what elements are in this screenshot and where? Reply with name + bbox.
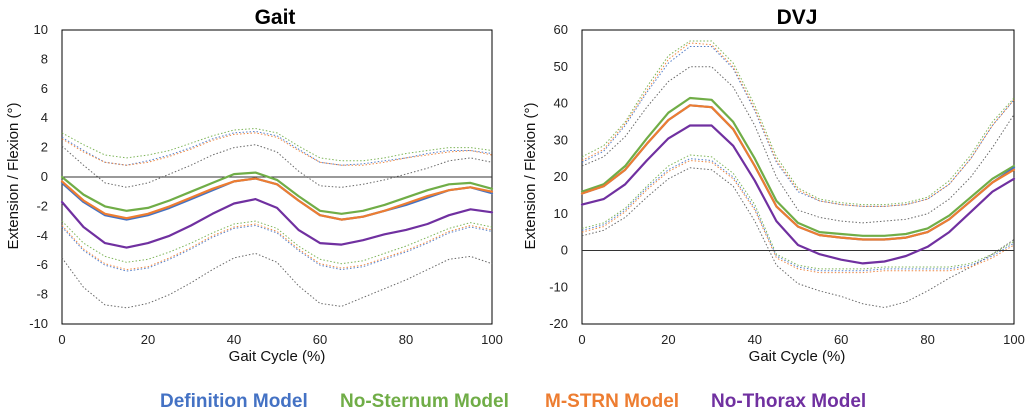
dvj-band-upper-line bbox=[581, 42, 1015, 207]
dvj-y-tick-label: -20 bbox=[549, 316, 568, 331]
dvj-band-upper-line bbox=[581, 66, 1015, 224]
gait-chart: Gait -10 -8 -6 -4 -2 0 2 4 6 8 10 0 20 40 60 80 100 Gai… bbox=[5, 6, 503, 365]
gait-series-no-sternum-model bbox=[60, 171, 494, 215]
dvj-y-tick-label: -10 bbox=[549, 279, 568, 294]
dvj-y-tick-label: 40 bbox=[554, 96, 568, 111]
dvj-series-no-sternum-model bbox=[580, 96, 1016, 237]
gait-y-tick-label: -8 bbox=[36, 287, 48, 302]
gait-y-tick-label: 8 bbox=[41, 51, 48, 66]
dvj-y-tick-label: 0 bbox=[561, 243, 568, 258]
gait-x-tick-label: 20 bbox=[141, 332, 155, 347]
dvj-x-tick-label: 100 bbox=[1003, 332, 1025, 347]
legend-no-thorax-model: No-Thorax Model bbox=[711, 391, 866, 412]
gait-y-tick-label: -6 bbox=[36, 257, 48, 272]
gait-chart-title: Gait bbox=[255, 6, 296, 29]
gait-x-axis-label: Gait Cycle (%) bbox=[229, 348, 326, 365]
gait-x-tick-label: 0 bbox=[58, 332, 65, 347]
legend-no-sternum-model: No-Sternum Model bbox=[340, 391, 509, 412]
gait-series-lines bbox=[60, 171, 494, 249]
dvj-series-m-strn-model bbox=[580, 104, 1016, 241]
dvj-x-axis-label: Gait Cycle (%) bbox=[749, 348, 846, 365]
gait-band-upper-line bbox=[61, 127, 493, 162]
dvj-x-tick-labels: 0 20 40 60 80 100 bbox=[578, 332, 1024, 347]
dvj-x-tick-label: 0 bbox=[578, 332, 585, 347]
gait-x-tick-label: 80 bbox=[399, 332, 413, 347]
gait-band-lower-line bbox=[61, 220, 493, 265]
dvj-chart-title: DVJ bbox=[777, 6, 818, 29]
gait-y-tick-label: 10 bbox=[34, 22, 48, 37]
gait-x-tick-label: 40 bbox=[227, 332, 241, 347]
dvj-x-tick-label: 60 bbox=[834, 332, 848, 347]
dvj-y-tick-label: 20 bbox=[554, 169, 568, 184]
gait-band-lower-line bbox=[61, 252, 493, 309]
gait-y-axis-label: Extension / Flexion (°) bbox=[5, 103, 22, 250]
gait-band-lower-line bbox=[61, 223, 493, 271]
dvj-y-tick-label: 60 bbox=[554, 22, 568, 37]
gait-y-tick-label: 6 bbox=[41, 81, 48, 96]
dvj-y-tick-label: 50 bbox=[554, 59, 568, 74]
gait-deviation-bands bbox=[61, 127, 493, 309]
gait-band-upper-line bbox=[61, 130, 493, 166]
gait-band-upper-line bbox=[61, 132, 493, 166]
dvj-band-lower-line bbox=[581, 159, 1015, 274]
dvj-plot-area bbox=[581, 29, 1015, 325]
gait-y-tick-label: -2 bbox=[36, 198, 48, 213]
legend-m-strn-model: M-STRN Model bbox=[545, 391, 679, 412]
gait-y-tick-label: -4 bbox=[36, 228, 48, 243]
dvj-chart: DVJ -20 -10 0 10 20 30 40 50 60 0 20 40 60 80 100 Gai… bbox=[522, 6, 1025, 365]
dvj-band-lower-line bbox=[581, 167, 1015, 309]
dvj-x-tick-label: 40 bbox=[748, 332, 762, 347]
gait-y-tick-labels: -10 -8 -6 -4 -2 0 2 4 6 8 10 bbox=[29, 22, 48, 331]
gait-series-m-strn-model bbox=[60, 177, 494, 221]
dvj-y-tick-labels: -20 -10 0 10 20 30 40 50 60 bbox=[549, 22, 568, 331]
gait-y-tick-label: 0 bbox=[41, 169, 48, 184]
dvj-band-lower-line bbox=[581, 154, 1015, 270]
gait-y-tick-label: 4 bbox=[41, 110, 48, 125]
gait-x-tick-labels: 0 20 40 60 80 100 bbox=[58, 332, 502, 347]
legend: Definition Model No-Sternum Model M-STRN… bbox=[160, 391, 866, 412]
gait-y-tick-label: -10 bbox=[29, 316, 48, 331]
dvj-series-lines bbox=[580, 96, 1016, 265]
gait-y-tick-label: 2 bbox=[41, 140, 48, 155]
dvj-y-tick-label: 10 bbox=[554, 206, 568, 221]
gait-x-tick-label: 60 bbox=[313, 332, 327, 347]
dvj-x-tick-label: 20 bbox=[661, 332, 675, 347]
dvj-band-upper-line bbox=[581, 46, 1015, 207]
dvj-x-tick-label: 80 bbox=[920, 332, 934, 347]
dvj-deviation-bands bbox=[581, 40, 1015, 309]
dvj-y-tick-label: 30 bbox=[554, 132, 568, 147]
dvj-series-no-thorax-model bbox=[580, 124, 1016, 265]
gait-x-tick-label: 100 bbox=[481, 332, 503, 347]
dvj-band-upper-line bbox=[581, 40, 1015, 206]
legend-definition-model: Definition Model bbox=[160, 391, 308, 412]
gait-band-lower-line bbox=[61, 224, 493, 272]
dvj-band-lower-line bbox=[581, 158, 1015, 272]
gait-series-no-thorax-model bbox=[60, 198, 494, 249]
dvj-y-axis-label: Extension / Flexion (°) bbox=[522, 103, 539, 250]
